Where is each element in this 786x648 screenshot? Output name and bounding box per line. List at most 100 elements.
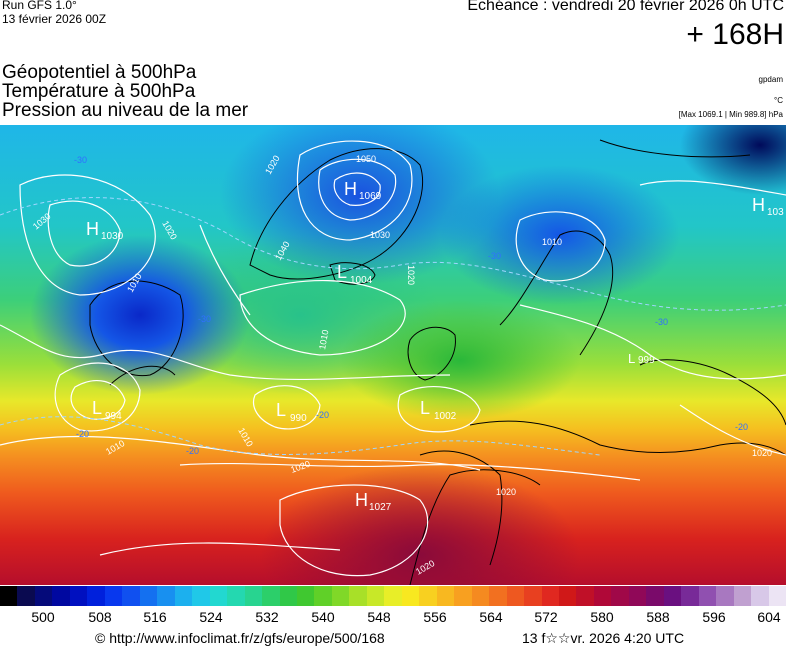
forecast-map[interactable]: 1030 1020 1010 1040 1050 1030 1020 1010 …: [0, 125, 786, 585]
pressure-centre: H 1030: [86, 219, 124, 242]
svg-text:103: 103: [767, 207, 784, 218]
temperature-label: -30: [198, 314, 211, 324]
svg-text:L: L: [92, 398, 102, 418]
scale-tick: 516: [143, 609, 167, 625]
svg-text:L: L: [276, 400, 286, 420]
colour-scale-cell: [768, 586, 786, 606]
colour-scale-cell: [663, 586, 682, 606]
colour-scale-cell: [733, 586, 752, 606]
isobar-label: 1020: [263, 154, 282, 176]
colour-scale-cell: [576, 586, 594, 606]
isobar-label: 1020: [496, 487, 516, 497]
isobar-label: 1020: [414, 558, 436, 577]
colour-scale-cell: [419, 586, 437, 606]
colour-scale-cell: [506, 586, 525, 606]
colour-scale-cell: [401, 586, 420, 606]
run-date: 13 février 2026 00Z: [2, 12, 107, 26]
isobar-label: 1010: [236, 426, 255, 448]
temperature-label: -20: [316, 410, 329, 420]
colour-scale-cell: [681, 586, 699, 606]
isobar-label: 1010: [125, 272, 144, 294]
colour-scale-cell: [34, 586, 53, 606]
isobars: [0, 140, 786, 577]
unit-temperature: °C: [774, 96, 783, 105]
isobar-label: 1010: [542, 237, 562, 247]
colour-scale-cell: [17, 586, 35, 606]
colour-scale-cell: [122, 586, 140, 606]
coastlines: [89, 139, 786, 585]
colour-scale-cell: [262, 586, 280, 606]
temperature-label: -20: [76, 429, 89, 439]
colour-scale-cell: [87, 586, 105, 606]
pressure-centre: H 1069: [344, 179, 382, 202]
svg-text:L: L: [337, 262, 347, 282]
scale-tick: 556: [423, 609, 447, 625]
isobar-label: 1030: [370, 230, 390, 240]
isobar-label: 1040: [273, 240, 292, 262]
colour-scale-cell: [227, 586, 245, 606]
isobar-label: 1020: [160, 219, 179, 241]
pressure-centre: H 1027: [355, 490, 392, 513]
forecast-horizon: + 168H: [686, 18, 784, 51]
colour-scale-cell: [454, 586, 472, 606]
map-overlay: 1030 1020 1010 1040 1050 1030 1020 1010 …: [0, 139, 786, 585]
temperature-label: -30: [655, 317, 668, 327]
colour-scale-cell: [174, 586, 193, 606]
pressure-centre: L 1004: [337, 262, 373, 286]
svg-text:1030: 1030: [101, 231, 124, 242]
generated-timestamp: 13 f☆☆vr. 2026 4:20 UTC: [522, 630, 685, 646]
colour-scale-cell: [524, 586, 542, 606]
colour-scale-cell: [139, 586, 158, 606]
svg-text:994: 994: [105, 411, 122, 422]
svg-text:H: H: [86, 219, 99, 239]
colour-scale-cell: [611, 586, 629, 606]
pressure-centres: H 1030 H 1069 H 103 L 1004 L 994 L 990: [86, 179, 784, 513]
pressure-centre: L 994: [92, 398, 122, 422]
map-title-geopotential: Géopotentiel à 500hPa: [2, 62, 197, 83]
temperature-label: -30: [488, 251, 501, 261]
pressure-centre: L 1002: [420, 398, 457, 422]
colour-scale-cell: [593, 586, 612, 606]
svg-text:1002: 1002: [434, 411, 457, 422]
colour-scale-cell: [646, 586, 664, 606]
map-title-temperature: Température à 500hPa: [2, 81, 196, 102]
temperature-labels: -30 -30 -20 -20 -30 -30 -20 -20: [74, 155, 748, 456]
pressure-centre: H 103: [752, 195, 784, 218]
scale-tick: 540: [311, 609, 335, 625]
colour-scale-cell: [192, 586, 210, 606]
isobar-label: 1020: [406, 265, 416, 285]
colour-scale-cell: [489, 586, 507, 606]
colour-scale-cell: [366, 586, 385, 606]
colour-scale-cell: [331, 586, 350, 606]
colour-scale-cell: [52, 586, 70, 606]
isobar-label: 1020: [752, 448, 772, 458]
colour-scale-cell: [69, 586, 88, 606]
forecast-valid-time: Echéance : vendredi 20 février 2026 0h U…: [467, 0, 784, 14]
scale-tick: 604: [757, 609, 781, 625]
svg-text:L: L: [420, 398, 430, 418]
colour-scale-cell: [436, 586, 455, 606]
svg-text:1004: 1004: [350, 275, 373, 286]
colour-scale-cell: [384, 586, 402, 606]
svg-text:1027: 1027: [369, 502, 392, 513]
scale-tick: 508: [88, 609, 112, 625]
isobar-labels: 1030 1020 1010 1040 1050 1030 1020 1010 …: [31, 154, 772, 577]
scale-tick: 564: [479, 609, 503, 625]
scale-tick: 548: [367, 609, 391, 625]
colour-scale-cell: [471, 586, 490, 606]
colour-scale-cell: [698, 586, 717, 606]
scale-tick: 596: [702, 609, 726, 625]
temperature-label: -20: [186, 446, 199, 456]
isotherms: [0, 197, 786, 456]
pressure-centre: L 999: [628, 351, 655, 366]
colour-scale-cell: [209, 586, 228, 606]
colour-scale-cell: [716, 586, 734, 606]
source-link[interactable]: © http://www.infoclimat.fr/z/gfs/europe/…: [95, 630, 385, 646]
colour-scale-cell: [296, 586, 315, 606]
map-title-pressure: Pression au niveau de la mer: [2, 100, 249, 121]
temperature-label: -20: [735, 422, 748, 432]
colour-scale-cell: [541, 586, 559, 606]
run-title: Run GFS 1.0°: [2, 0, 77, 12]
svg-text:L: L: [628, 351, 635, 366]
colour-scale-cell: [628, 586, 647, 606]
